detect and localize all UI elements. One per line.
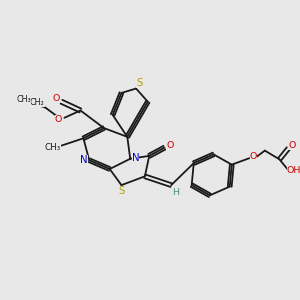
Text: H: H	[172, 188, 179, 197]
Text: O: O	[250, 152, 257, 161]
Text: S: S	[136, 78, 143, 88]
Text: S: S	[119, 186, 125, 196]
Text: O: O	[55, 115, 62, 124]
Text: O: O	[52, 94, 60, 103]
Text: O: O	[288, 140, 296, 149]
Text: O: O	[166, 141, 173, 150]
Text: CH₃: CH₃	[16, 95, 32, 104]
Text: OH: OH	[286, 166, 300, 175]
Text: N: N	[132, 153, 139, 163]
Text: N: N	[80, 155, 88, 165]
Text: CH₂: CH₂	[30, 98, 44, 107]
Text: CH₃: CH₃	[44, 143, 61, 152]
